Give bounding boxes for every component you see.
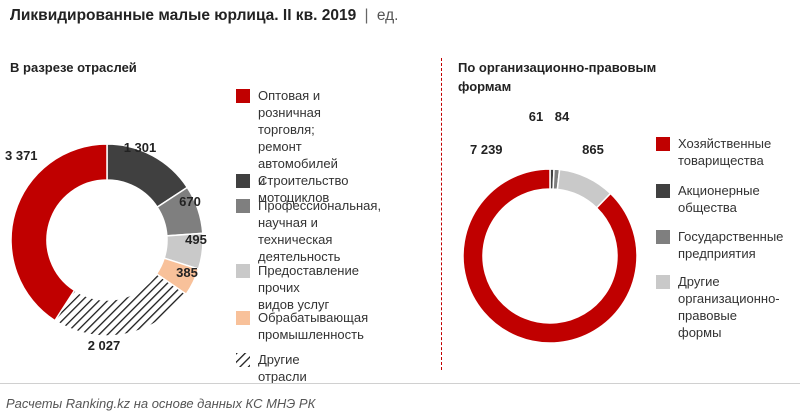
- legend-swatch-red: [656, 137, 670, 151]
- data-label-0-2: 670: [179, 194, 201, 209]
- left-chart-title: В разрезе отраслей: [10, 60, 137, 75]
- source-note: Расчеты Ranking.kz на основе данных КС М…: [6, 396, 316, 411]
- footer-rule: [0, 383, 800, 384]
- data-label-0-1: 1 301: [124, 140, 157, 155]
- legend-item-professional: Профессиональная, научная и техническая …: [236, 197, 381, 265]
- data-label-1-3: 865: [582, 142, 604, 157]
- legend-label: Хозяйственные товарищества: [678, 136, 772, 168]
- legend-swatch-hatched: [236, 353, 250, 367]
- title-separator: |: [364, 7, 369, 24]
- legend-item-other-industries: Другие отрасли: [236, 351, 307, 385]
- legend-label: Оптовая и розничная торговля; ремонт авт…: [258, 88, 338, 205]
- title-unit: ед.: [376, 7, 399, 24]
- data-label-1-1: 61: [529, 109, 543, 124]
- legend-item-manufacturing: Обрабатывающая промышленность: [236, 309, 368, 343]
- legend-item-state-enterprises: Государственные предприятия: [656, 228, 783, 262]
- legend-label: Другие организационно- правовые формы: [678, 274, 780, 340]
- legal-form-donut-chart: 7 239 61 84 865: [462, 109, 638, 344]
- industry-donut-chart: 3 371 1 301 670 495 385 2 027: [5, 140, 207, 353]
- data-label-0-5: 2 027: [88, 338, 121, 353]
- data-label-0-0: 3 371: [5, 148, 38, 163]
- legend-item-trade: Оптовая и розничная торговля; ремонт авт…: [236, 87, 338, 206]
- legend-label: Государственные предприятия: [678, 229, 784, 261]
- chart-title: Ликвидированные малые юрлица. II кв. 201…: [10, 7, 399, 25]
- legend-swatch-light-gray: [236, 264, 250, 278]
- legend-label: Строительство: [258, 173, 349, 188]
- legend-item-partnerships: Хозяйственные товарищества: [656, 135, 771, 169]
- legend-label: Акционерные общества: [678, 183, 760, 215]
- legend-label: Другие отрасли: [258, 352, 307, 384]
- legend-item-joint-stock: Акционерные общества: [656, 182, 760, 216]
- legend-label: Профессиональная, научная и техническая …: [258, 198, 382, 264]
- donut-slice-1-0: [462, 168, 638, 344]
- legend-item-other-services: Предоставление прочих видов услуг: [236, 262, 359, 313]
- legend-item-construction: Строительство: [236, 172, 348, 189]
- legend-swatch-red: [236, 89, 250, 103]
- right-chart-title: По организационно-правовым формам: [458, 60, 657, 94]
- title-text: Ликвидированные малые юрлица. II кв. 201…: [10, 7, 357, 24]
- donut-slice-0-5: [53, 272, 188, 337]
- legend-swatch-dark-gray: [656, 184, 670, 198]
- legend-swatch-orange: [236, 311, 250, 325]
- legend-label: Предоставление прочих видов услуг: [258, 263, 359, 312]
- data-label-1-2: 84: [555, 109, 570, 124]
- legend-item-other-forms: Другие организационно- правовые формы: [656, 273, 780, 341]
- section-divider: [441, 58, 442, 370]
- legend-swatch-mid-gray: [236, 199, 250, 213]
- data-label-0-4: 385: [176, 265, 198, 280]
- legend-swatch-dark-gray: [236, 174, 250, 188]
- donut-slice-0-0: [10, 143, 108, 322]
- legend-swatch-light-gray: [656, 275, 670, 289]
- data-label-0-3: 495: [185, 232, 207, 247]
- legend-swatch-mid-gray: [656, 230, 670, 244]
- data-label-1-0: 7 239: [470, 142, 503, 157]
- legend-label: Обрабатывающая промышленность: [258, 310, 369, 342]
